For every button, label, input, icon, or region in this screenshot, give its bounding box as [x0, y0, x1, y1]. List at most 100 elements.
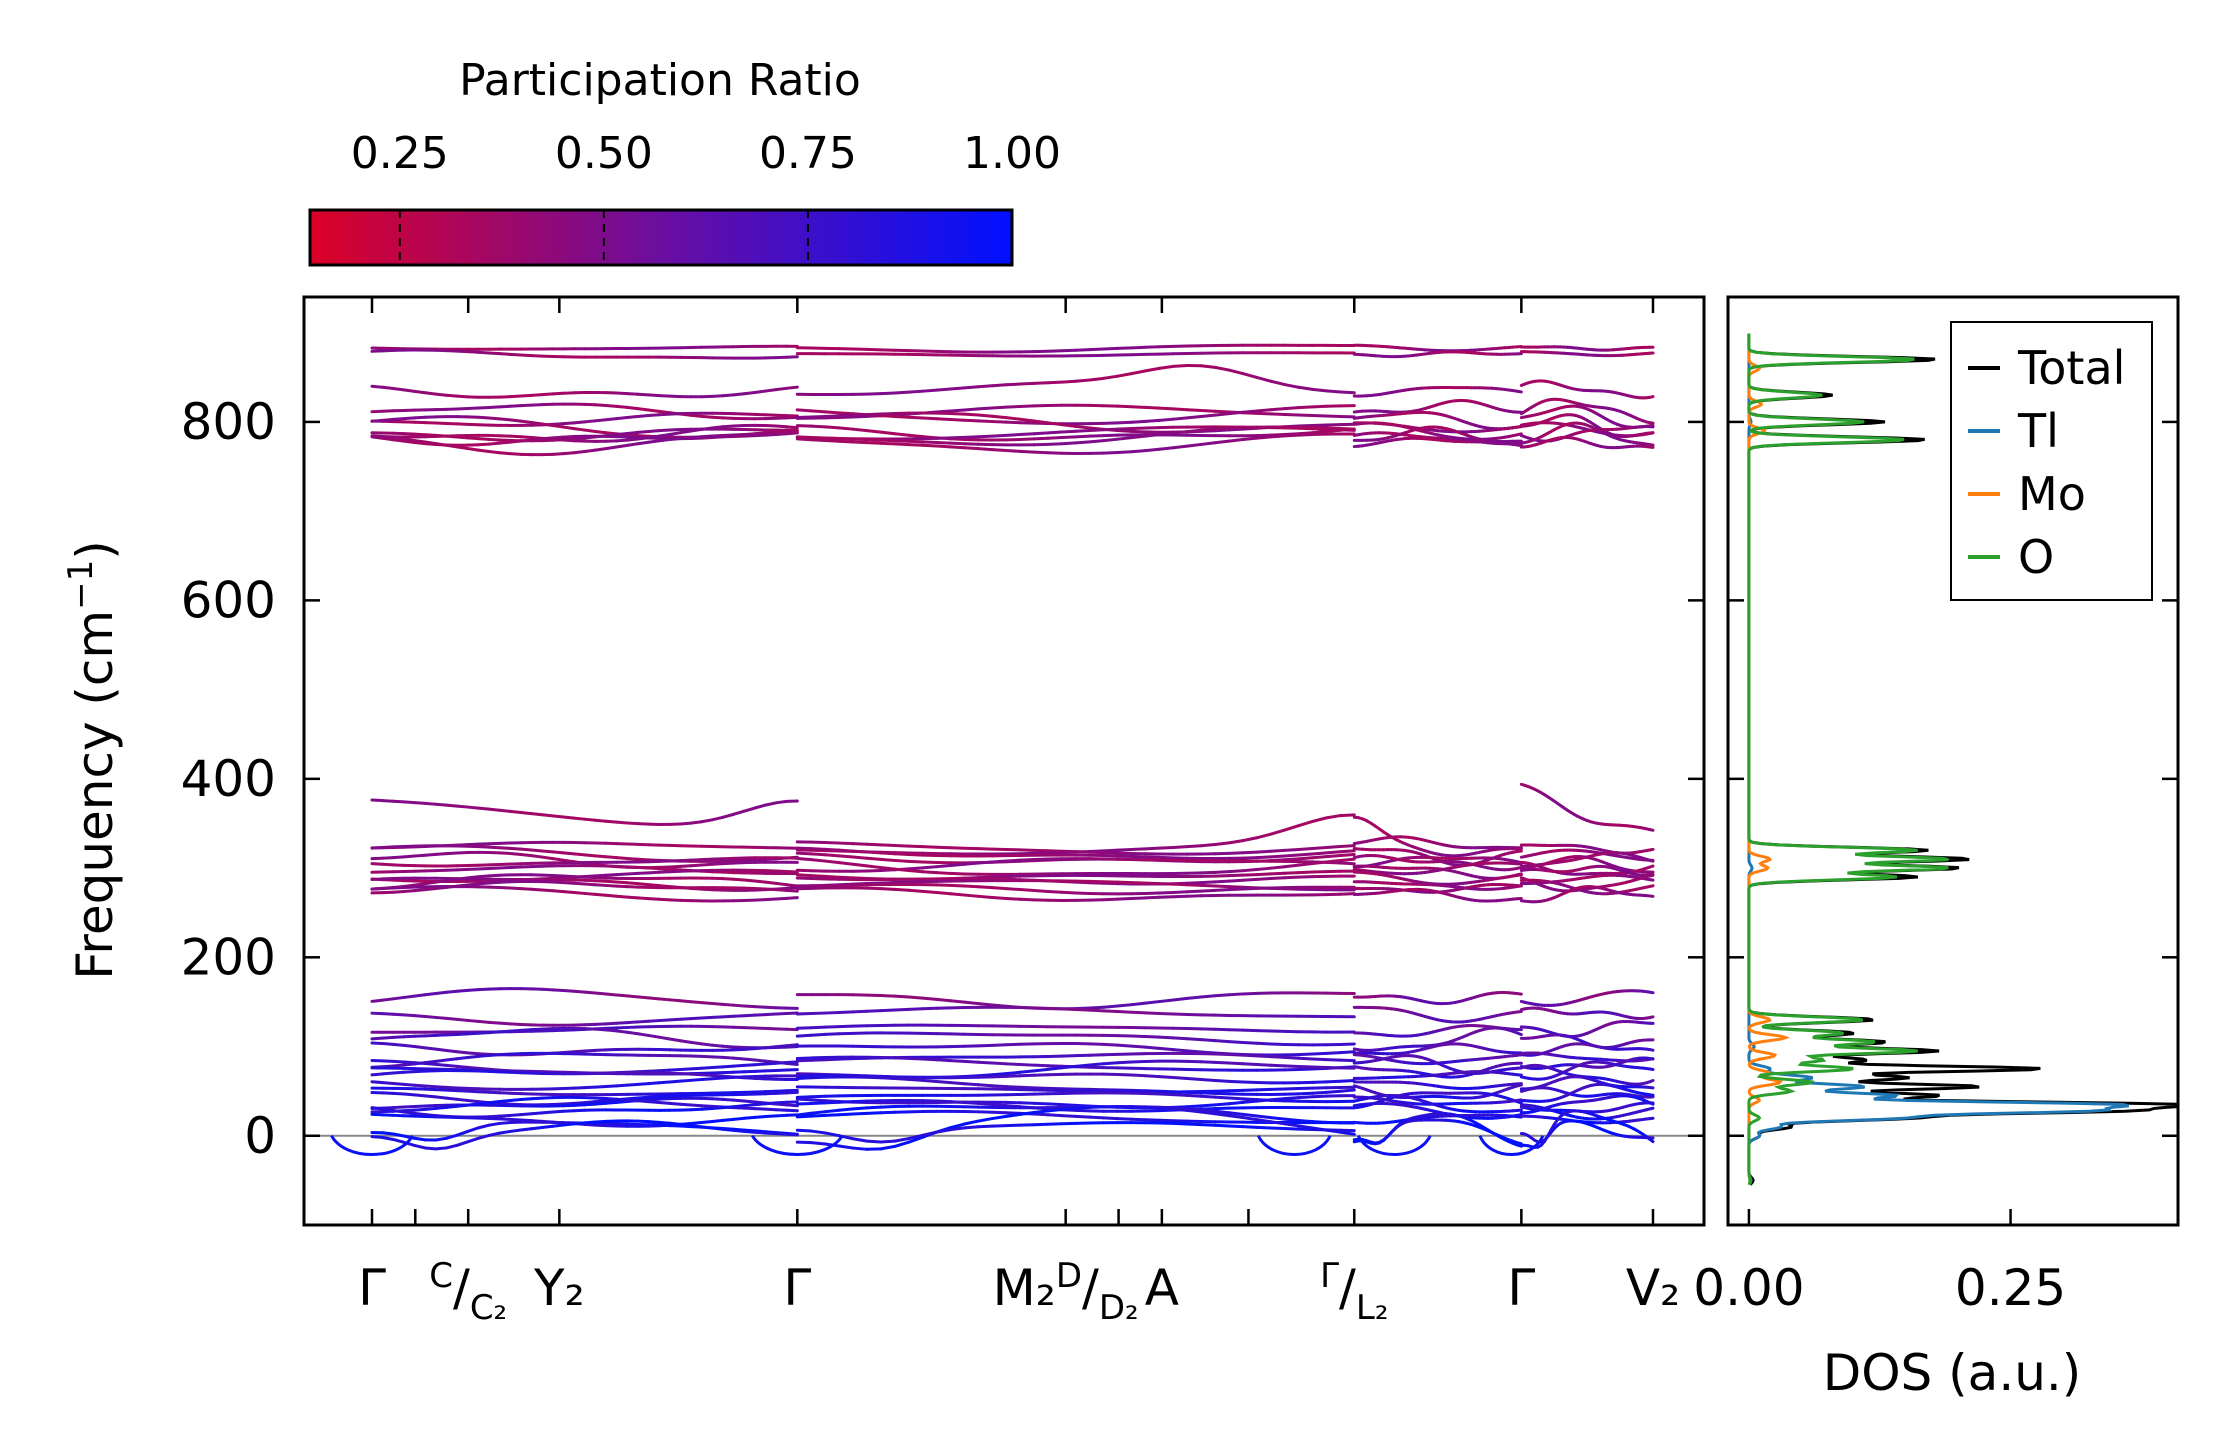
band-line-segment — [1116, 427, 1133, 431]
band-line-segment — [921, 388, 939, 393]
colorbar-title: Participation Ratio — [459, 55, 861, 106]
band-line-segment — [529, 1027, 544, 1032]
band-line-segment — [1338, 844, 1356, 849]
band-line-segment — [823, 841, 841, 845]
band-line-segment — [508, 352, 523, 357]
band-line-segment — [1102, 346, 1120, 351]
band-line-segment — [604, 879, 619, 884]
band-line-segment — [444, 1088, 459, 1093]
band-line-segment — [1324, 426, 1342, 431]
band-line-segment — [551, 452, 565, 456]
band-line-segment — [865, 864, 883, 870]
band-line-segment — [1129, 847, 1147, 851]
band-line-segment — [551, 874, 565, 878]
band-line-segment — [413, 993, 427, 998]
band-line-segment — [1116, 847, 1133, 852]
band-line-segment — [823, 1025, 841, 1029]
band-line-segment — [487, 845, 502, 850]
band-line-segment — [434, 990, 448, 995]
band-line-segment — [444, 1016, 459, 1021]
band-line-segment — [1143, 1074, 1161, 1079]
band-line-segment — [795, 1056, 813, 1061]
band-line-segment — [423, 852, 438, 857]
band-line-segment — [1283, 857, 1301, 862]
band-line-segment — [742, 1063, 757, 1067]
band-line-segment — [1269, 407, 1287, 412]
band-line-segment — [604, 883, 619, 888]
band-line-segment — [391, 1063, 406, 1068]
band-line-segment — [604, 855, 619, 860]
band-line-segment — [785, 869, 799, 874]
band-line-segment — [1116, 1043, 1133, 1048]
band-line-segment — [948, 999, 966, 1004]
band-line-segment — [391, 1042, 406, 1047]
band-line-segment — [1310, 845, 1328, 850]
band-line-segment — [753, 1076, 767, 1081]
band-line-segment — [763, 1045, 778, 1050]
band-line-segment — [1227, 851, 1245, 855]
band-line-segment — [487, 405, 502, 410]
colorbar-tick-label: 0.50 — [555, 128, 653, 179]
band-line-segment — [370, 1072, 385, 1077]
band-line-segment — [423, 880, 438, 886]
band-line-segment — [1648, 395, 1655, 399]
band-line-segment — [583, 1048, 597, 1053]
band-line-segment — [646, 1081, 661, 1086]
band-line-segment — [763, 801, 778, 807]
band-line-segment — [823, 1011, 841, 1015]
band-line-segment — [837, 439, 855, 444]
band-line-segment — [753, 389, 767, 394]
band-line-segment — [402, 1060, 417, 1065]
band-line-segment — [921, 996, 939, 1001]
band-line-segment — [1269, 412, 1287, 416]
band-line-segment — [1213, 879, 1231, 884]
band-line-segment — [572, 816, 587, 821]
band-line-segment — [593, 403, 608, 407]
band-line-segment — [774, 386, 789, 392]
band-line-segment — [753, 1062, 767, 1067]
band-line-segment — [1241, 868, 1259, 873]
band-line-segment — [1143, 1000, 1161, 1005]
band-line-segment — [381, 799, 395, 803]
band-line-segment — [476, 1019, 491, 1024]
band-line-segment — [646, 429, 661, 433]
band-line-segment — [753, 1046, 767, 1051]
band-line-segment — [476, 1031, 491, 1035]
band-line-segment — [1310, 851, 1328, 856]
band-line-segment — [962, 1059, 980, 1064]
band-line-segment — [1297, 385, 1314, 391]
band-line-segment — [668, 1017, 682, 1022]
band-line-segment — [774, 799, 789, 805]
band-line-segment — [935, 387, 952, 392]
band-line-segment — [710, 1002, 725, 1006]
band-line-segment — [1227, 368, 1245, 376]
band-line-segment — [413, 415, 427, 420]
band-line-segment — [508, 418, 523, 423]
band-line-segment — [604, 1084, 619, 1088]
band-line-segment — [529, 437, 544, 442]
band-line-segment — [466, 882, 480, 887]
band-line-segment — [865, 1009, 883, 1013]
band-line-segment — [1269, 1063, 1287, 1068]
band-line-segment — [625, 895, 640, 900]
band-line-segment — [466, 1065, 480, 1070]
band-line-segment — [625, 821, 640, 826]
band-line-segment — [1515, 992, 1523, 996]
band-line-segment — [1255, 1054, 1273, 1059]
band-line-segment — [1297, 862, 1314, 867]
band-line-segment — [710, 815, 725, 822]
band-line-segment — [1046, 436, 1064, 440]
band-line-segment — [604, 1028, 619, 1033]
band-line-segment — [710, 394, 725, 398]
band-line-segment — [561, 881, 576, 885]
band-line-segment — [402, 1070, 417, 1074]
band-line-segment — [678, 435, 693, 440]
band-line-segment — [1199, 427, 1217, 432]
band-line-segment — [1185, 881, 1203, 885]
band-line-segment — [402, 416, 417, 421]
band-line-segment — [1199, 413, 1217, 419]
band-line-segment — [1185, 844, 1203, 849]
band-line-segment — [1283, 1055, 1301, 1060]
band-line-segment — [476, 806, 491, 811]
band-line-segment — [823, 1057, 841, 1062]
